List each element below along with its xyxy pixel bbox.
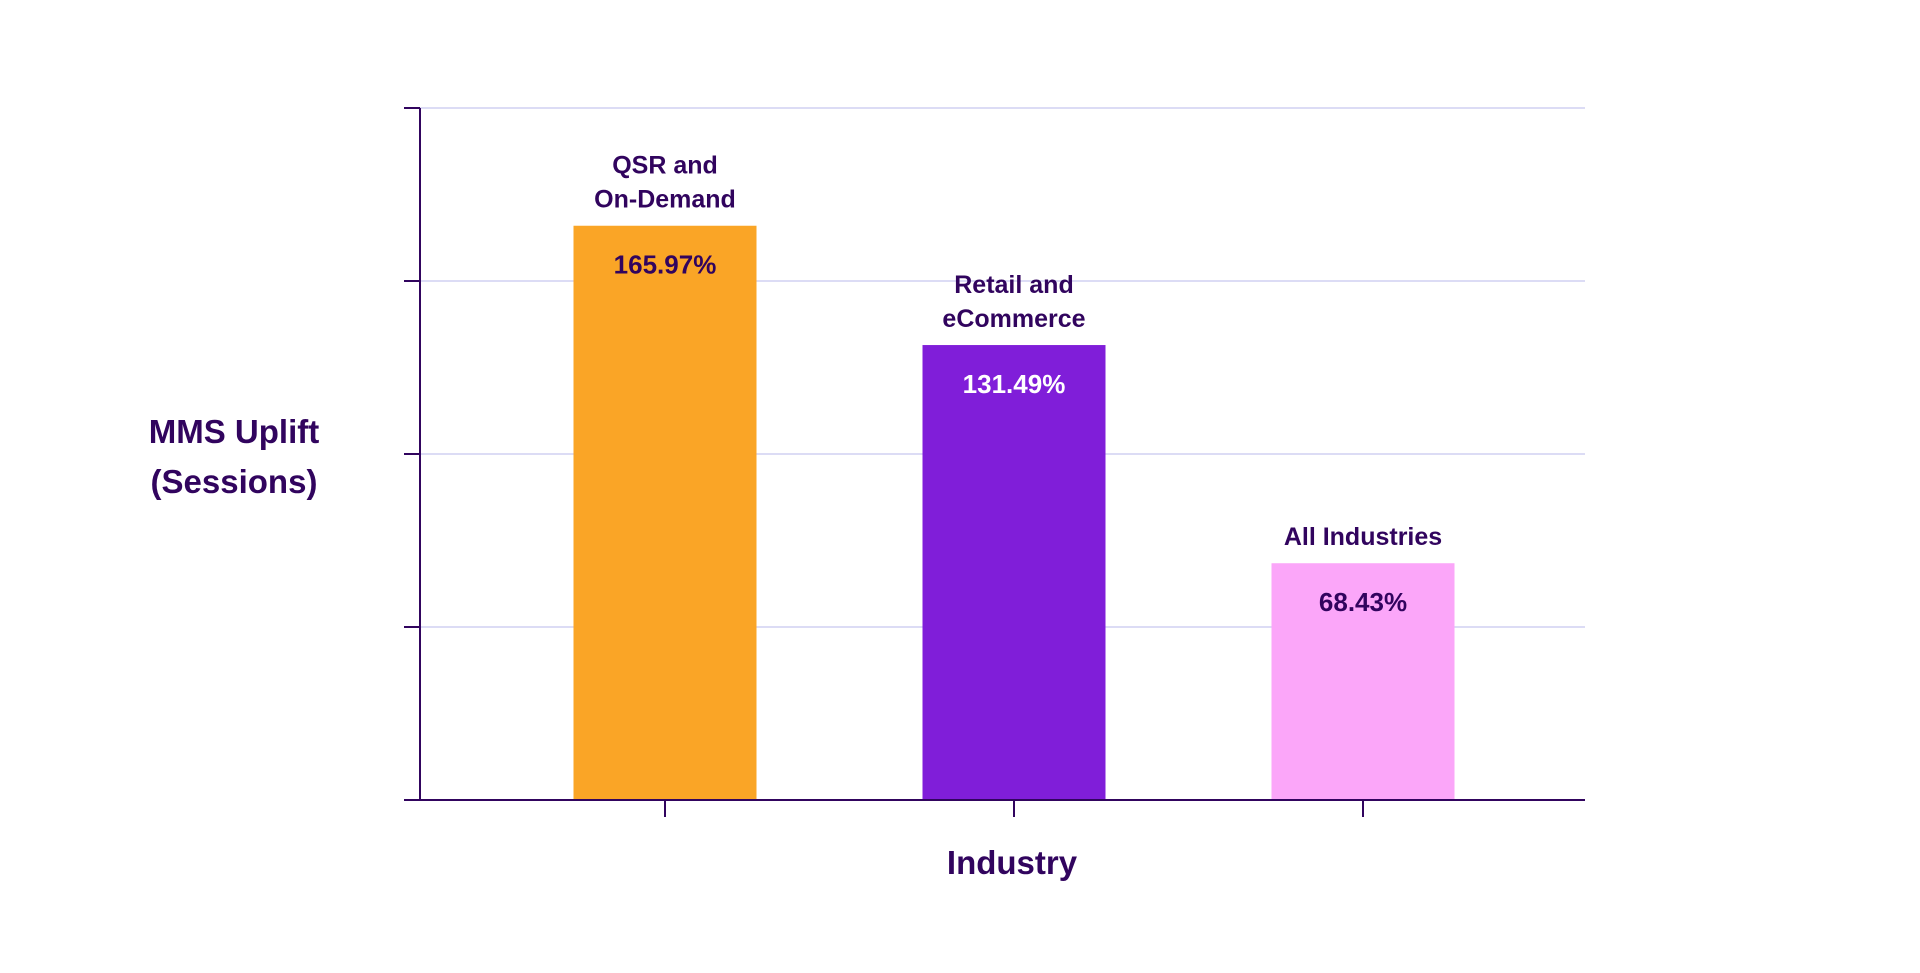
value-label-2: 68.43% [1319, 587, 1407, 617]
bar-0 [573, 225, 757, 801]
bar-2 [1271, 563, 1455, 800]
x-axis-label: Industry [947, 844, 1078, 881]
labels: 165.97% QSR and On-Demand 131.49% Retail and… [149, 152, 1442, 881]
bars [573, 225, 1455, 801]
category-label-0: QSR and On-Demand [594, 152, 736, 214]
category-label-1: Retail and eCommerce [942, 271, 1085, 333]
value-label-0: 165.97% [614, 250, 717, 280]
value-label-1: 131.49% [963, 369, 1066, 399]
category-label-2: All Industries [1284, 523, 1442, 551]
y-axis-label: MMS Uplift (Sessions) [149, 413, 319, 500]
bar-1 [922, 345, 1106, 800]
axes [404, 107, 1585, 817]
